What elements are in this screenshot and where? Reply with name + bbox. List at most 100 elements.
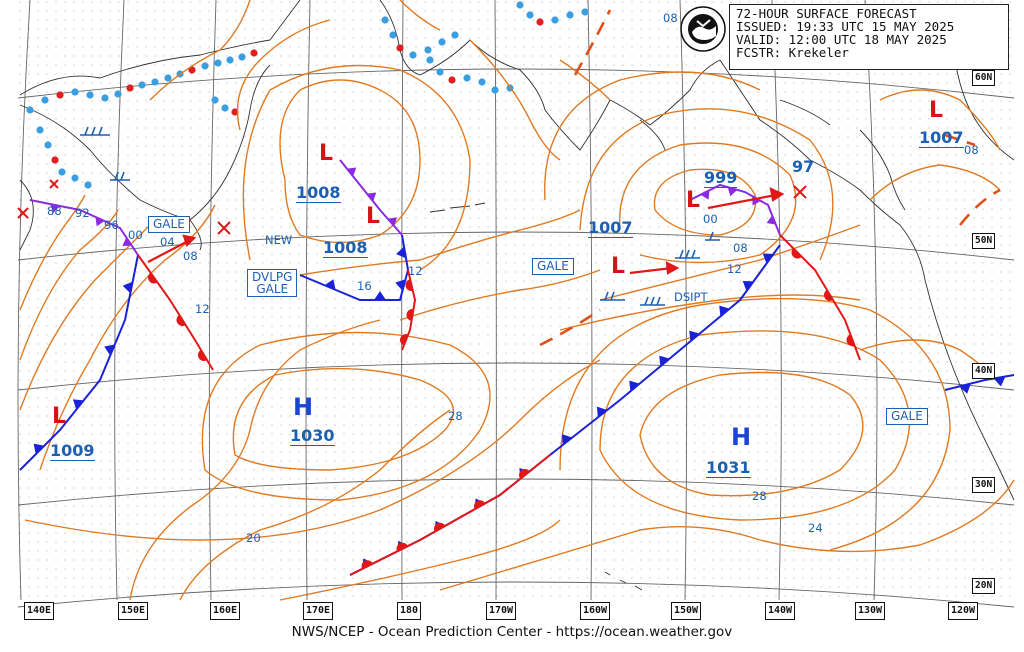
- lon-label-120w: 120W: [948, 602, 979, 620]
- high-pressure-west: 1030: [290, 426, 335, 446]
- warm-front-semicircle: [434, 522, 446, 532]
- noaa-logo: [680, 6, 726, 52]
- ice-dot: [389, 31, 397, 39]
- occluded-front-triangle: [50, 204, 60, 213]
- header-valid: VALID: 12:00 UTC 18 MAY 2025: [736, 32, 947, 47]
- ice-dot: [101, 94, 109, 102]
- warm-front-semicircle: [519, 468, 530, 479]
- isobar-label-20: 20: [246, 531, 261, 545]
- ice-dot: [424, 46, 432, 54]
- isobar-label-08-west: 08: [183, 249, 198, 263]
- high-symbol-east: H: [731, 423, 752, 451]
- ice-dot: [221, 104, 229, 112]
- occluded-front-triangle: [122, 237, 132, 246]
- lon-label-180: 180: [397, 602, 422, 620]
- ice-dot: [58, 168, 66, 176]
- new-low-note: NEW: [265, 233, 293, 247]
- low-pressure-west: 1009: [50, 441, 95, 461]
- warm-front-semicircle: [405, 279, 413, 291]
- dot-grid: [18, 0, 1014, 600]
- ice-dot: [409, 51, 417, 59]
- header-forecaster: FCSTR: Krekeler: [736, 45, 849, 60]
- ice-dot: [516, 1, 524, 9]
- ice-dot: [164, 74, 172, 82]
- cold-front-triangle: [993, 376, 1006, 387]
- warm-front-semicircle: [176, 314, 186, 326]
- meridian-line: [17, 0, 31, 601]
- isobar-label-16: 16: [357, 279, 372, 293]
- occluded-front-triangle: [346, 167, 357, 177]
- warm-front-semicircle: [198, 349, 208, 361]
- ice-dot: [44, 141, 52, 149]
- gale-warning-west: GALE: [148, 216, 190, 233]
- cold-front-triangle: [396, 246, 407, 259]
- ice-dot: [396, 44, 404, 52]
- cold-front-triangle: [324, 279, 336, 290]
- isobar-label-88: 88: [47, 204, 62, 218]
- ice-dot: [56, 91, 64, 99]
- meridian-line: [679, 0, 688, 601]
- lon-label-140w: 140W: [765, 602, 796, 620]
- warm-front-semicircle: [406, 309, 414, 321]
- high-symbol-west: H: [293, 393, 314, 421]
- ice-dot: [250, 49, 258, 57]
- isobars: [19, 0, 1015, 601]
- ice-dot: [84, 181, 92, 189]
- ice-dot: [226, 56, 234, 64]
- meridian-line: [494, 0, 497, 601]
- ice-dot: [114, 90, 122, 98]
- movement-arrows: [147, 187, 785, 275]
- isobar-label-96: 96: [104, 218, 119, 232]
- ice-dot: [426, 56, 434, 64]
- occluded-front-triangle: [727, 187, 738, 197]
- isobar-label-12-gulf: 12: [727, 262, 742, 276]
- low-pressure-bering: 1008: [296, 183, 341, 203]
- meridian-line: [208, 0, 217, 601]
- warm-front-semicircle: [400, 334, 409, 346]
- occluded-front-triangle: [387, 217, 398, 227]
- isobar-label-28-west: 28: [448, 409, 463, 423]
- occluded-front-triangle: [766, 215, 776, 225]
- cold-front-triangle: [596, 406, 608, 418]
- cold-front-triangle: [395, 279, 406, 291]
- low-symbol-bering: L: [319, 141, 334, 166]
- ice-dot: [451, 31, 459, 39]
- lon-label-130w: 130W: [855, 602, 886, 620]
- cold-front-triangle: [122, 281, 133, 294]
- isobar-label-24: 24: [808, 521, 823, 535]
- ice-dot: [436, 68, 444, 76]
- isobar-label-08-north: 08: [663, 11, 678, 25]
- low-symbol-new: L: [366, 204, 381, 229]
- ice-dot: [126, 84, 134, 92]
- meridian-line: [401, 0, 404, 601]
- ice-dot: [238, 53, 246, 61]
- lon-label-170w: 170W: [486, 602, 517, 620]
- lon-label-150w: 150W: [671, 602, 702, 620]
- lat-label-50n: 50N: [972, 233, 996, 249]
- occluded-front-triangle: [366, 192, 377, 202]
- meridian-line: [305, 0, 311, 601]
- ice-dot: [71, 174, 79, 182]
- ice-dot: [551, 16, 559, 24]
- forecast-positions: [17, 179, 807, 235]
- ice-dot: [214, 59, 222, 67]
- dvlpg-line-1: DVLPG: [252, 270, 293, 284]
- lon-label-150e: 150E: [118, 602, 149, 620]
- ice-dot: [71, 88, 79, 96]
- cold-front-line: [944, 374, 1015, 391]
- warm-front-semicircle: [791, 248, 802, 259]
- isobar-label-08-gulf: 08: [733, 241, 748, 255]
- footer-credit: NWS/NCEP - Ocean Prediction Center - htt…: [291, 624, 733, 640]
- ice-dot: [36, 126, 44, 134]
- cold-front-triangle: [561, 434, 573, 445]
- dissipating-label: DSIPT: [674, 290, 708, 304]
- lon-label-140e: 140E: [24, 602, 55, 620]
- cold-front-triangle: [629, 380, 640, 392]
- low-symbol-east: L: [929, 98, 944, 123]
- meridian-line: [114, 0, 125, 601]
- trough-lines: [539, 9, 1001, 347]
- lat-label-30n: 30N: [972, 477, 996, 493]
- cold-front-triangle: [959, 383, 971, 394]
- ice-dot: [211, 96, 219, 104]
